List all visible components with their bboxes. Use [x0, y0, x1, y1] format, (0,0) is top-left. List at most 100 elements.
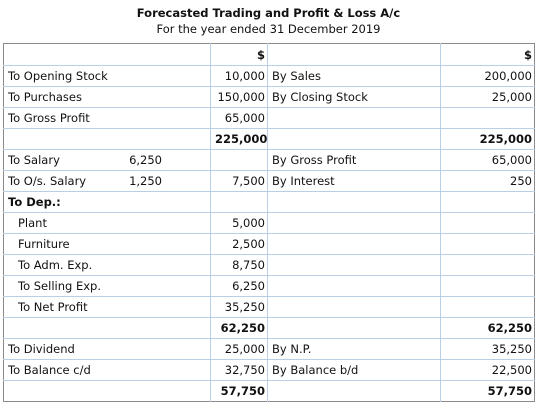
amount: 57,750 [440, 380, 535, 402]
column-header [4, 44, 116, 66]
amount: 25,000 [440, 86, 535, 108]
account-label [267, 317, 441, 339]
account-label [267, 107, 441, 129]
amount [440, 233, 535, 255]
amount [115, 107, 211, 129]
amount [440, 107, 535, 129]
table-row: To Net Profit 35,250 [3, 296, 535, 318]
amount [115, 380, 211, 402]
amount: 22,500 [440, 359, 535, 381]
table-row: To Dividend 25,000 By N.P. 35,250 [3, 338, 535, 360]
header-row: $ $ [4, 43, 535, 66]
amount [210, 149, 268, 171]
table-row: To Adm. Exp. 8,750 [3, 254, 535, 276]
amount: 35,250 [440, 338, 535, 360]
amount: 62,250 [210, 317, 268, 339]
table-body: $ $ To Opening Stock 10,000 By Sales 200,000 T… [3, 43, 535, 402]
table-row: 225,000 225,000 [3, 128, 535, 150]
column-header [267, 43, 441, 66]
amount [115, 128, 211, 150]
table-row: To Purchases 150,000 By Closing Stock 25,00… [3, 86, 535, 108]
amount: 5,000 [210, 212, 268, 234]
account-label: By Gross Profit [267, 149, 441, 171]
amount [440, 191, 535, 213]
account-label: To Balance c/d [3, 359, 116, 381]
amount [440, 296, 535, 318]
table-row: 62,250 62,250 [3, 317, 535, 339]
account-label: To Gross Profit [3, 107, 116, 129]
account-label [267, 275, 441, 297]
account-label: To Selling Exp. [3, 275, 116, 297]
table-row: To Gross Profit 65,000 [3, 107, 535, 129]
amount [115, 86, 211, 108]
column-header: $ [210, 43, 268, 66]
account-label: By Sales [267, 65, 441, 87]
amount: 65,000 [440, 149, 535, 171]
account-label [267, 380, 441, 402]
amount [115, 338, 211, 360]
account-label: By Closing Stock [267, 86, 441, 108]
amount: 250 [440, 170, 535, 192]
account-label [267, 212, 441, 234]
table-row: To Dep.: [3, 191, 535, 213]
amount: 6,250 [210, 275, 268, 297]
account-label [3, 380, 116, 402]
account-label: By Interest [267, 170, 441, 192]
amount [115, 317, 211, 339]
amount [115, 275, 211, 297]
table-row: 57,750 57,750 [3, 380, 535, 402]
account-label: Plant [3, 212, 116, 234]
account-label [267, 296, 441, 318]
table-row: Plant 5,000 [3, 212, 535, 234]
amount [115, 254, 211, 276]
amount [115, 65, 211, 87]
amount: 10,000 [210, 65, 268, 87]
amount: 225,000 [210, 128, 268, 150]
table-row: To O/s. Salary 1,250 7,500 By Interest 250 [3, 170, 535, 192]
amount: 35,250 [210, 296, 268, 318]
table-row: To Opening Stock 10,000 By Sales 200,000 [3, 65, 535, 87]
amount: 200,000 [440, 65, 535, 87]
table-row: To Balance c/d 32,750 By Balance b/d 22,500 [3, 359, 535, 381]
account-label [267, 254, 441, 276]
account-label: To Adm. Exp. [3, 254, 116, 276]
amount [440, 275, 535, 297]
amount: 225,000 [440, 128, 535, 150]
amount: 62,250 [440, 317, 535, 339]
table-row: To Selling Exp. 6,250 [3, 275, 535, 297]
amount [115, 296, 211, 318]
amount: 32,750 [210, 359, 268, 381]
title: Forecasted Trading and Profit & Loss A/c [136, 6, 401, 20]
account-label: Furniture [3, 233, 116, 255]
account-table: $ $ To Opening Stock 10,000 By Sales 200,000 T… [3, 43, 535, 402]
account-label: To Opening Stock [3, 65, 116, 87]
amount: 25,000 [210, 338, 268, 360]
amount: 7,500 [210, 170, 268, 192]
amount [440, 254, 535, 276]
account-label [267, 233, 441, 255]
account-label: To Purchases [3, 86, 116, 108]
account-label: To Salary [3, 149, 116, 171]
amount: 8,750 [210, 254, 268, 276]
amount: 150,000 [210, 86, 268, 108]
account-label [267, 191, 441, 213]
subtitle: For the year ended 31 December 2019 [156, 22, 381, 36]
account-label: To Dep.: [3, 191, 116, 213]
amount: 1,250 [115, 170, 211, 192]
account-label: To O/s. Salary [3, 170, 116, 192]
account-label [3, 317, 116, 339]
account-label: By N.P. [267, 338, 441, 360]
amount: 57,750 [210, 380, 268, 402]
amount: 2,500 [210, 233, 268, 255]
amount: 65,000 [210, 107, 268, 129]
account-label: To Net Profit [3, 296, 116, 318]
account-label: To Dividend [3, 338, 116, 360]
amount [115, 359, 211, 381]
amount [115, 233, 211, 255]
table-row: Furniture 2,500 [3, 233, 535, 255]
column-header [116, 44, 211, 66]
amount: 6,250 [115, 149, 211, 171]
amount [115, 191, 211, 213]
amount [440, 212, 535, 234]
